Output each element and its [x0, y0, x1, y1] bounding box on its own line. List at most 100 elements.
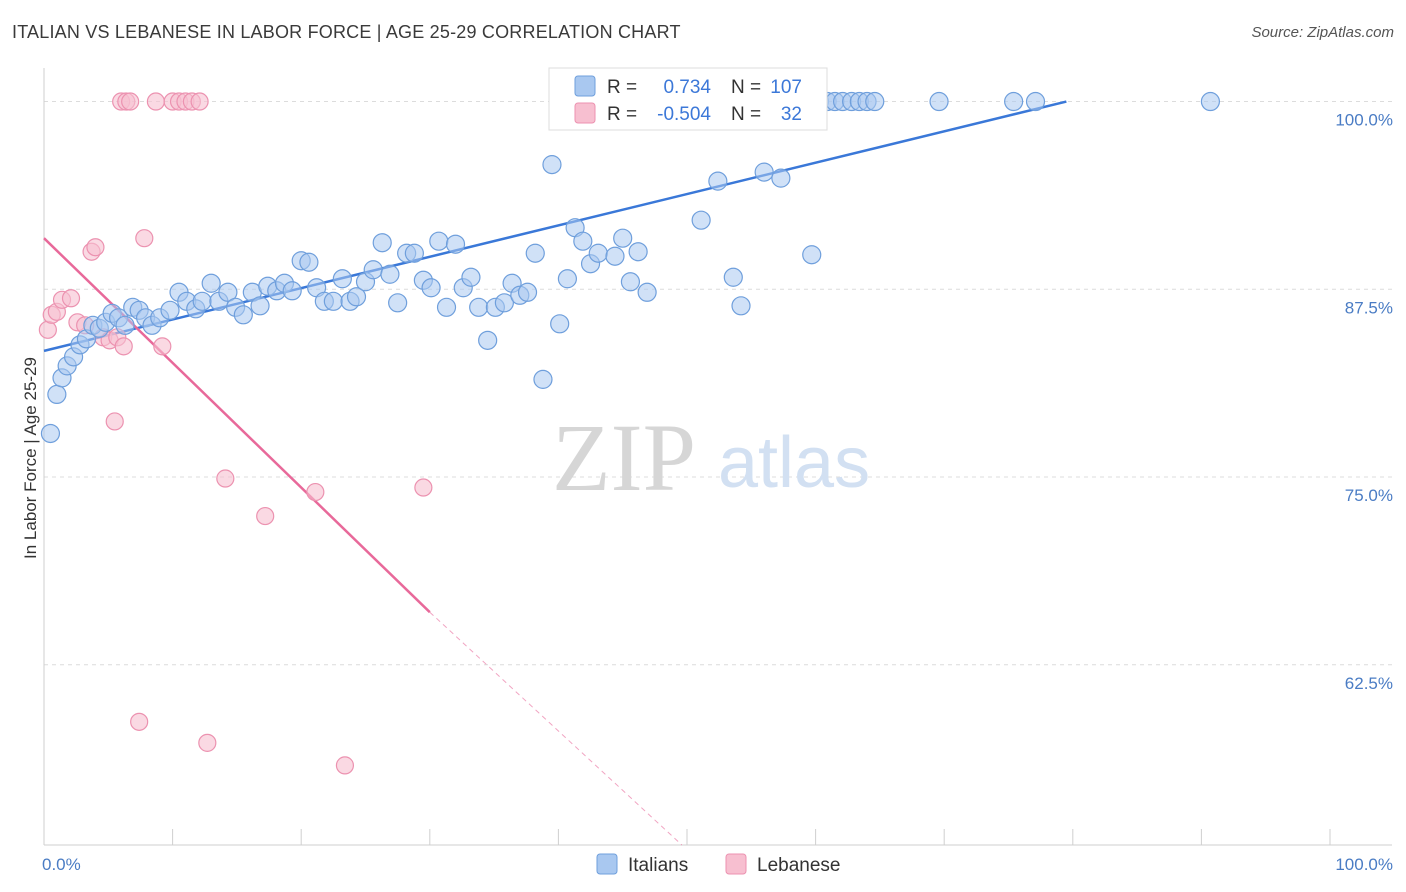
- italians-point: [533, 369, 553, 389]
- italians-point: [754, 162, 774, 182]
- italians-point: [40, 423, 61, 444]
- italians-point: [429, 231, 449, 251]
- legend-italians-label: Italians: [628, 855, 688, 876]
- italians-point: [323, 291, 343, 311]
- lebanese-point: [153, 337, 172, 356]
- italians-point: [605, 246, 625, 266]
- watermark-atlas: atlas: [718, 423, 870, 503]
- italians-point: [1004, 91, 1024, 112]
- italians-point: [620, 272, 641, 292]
- italians-point: [332, 269, 352, 289]
- italians-point: [865, 91, 885, 112]
- lebanese-swatch: [574, 102, 596, 124]
- lebanese-point: [256, 506, 275, 526]
- lebanese-r-label: R =: [607, 104, 637, 125]
- lebanese-point: [121, 92, 140, 111]
- italians-point: [363, 260, 383, 280]
- italians-point: [299, 252, 319, 272]
- italians-n-label: N =: [731, 77, 761, 98]
- italians-point: [421, 278, 441, 298]
- italians-n-value: 107: [770, 77, 802, 98]
- italians-point: [613, 228, 633, 248]
- italians-point: [929, 91, 949, 112]
- lebanese-point: [86, 238, 105, 257]
- italians-point: [218, 282, 238, 302]
- italians-point: [557, 269, 578, 289]
- italians-point: [723, 267, 743, 287]
- lebanese-point: [414, 478, 433, 497]
- y-tick-label: 100.0%: [1335, 111, 1393, 130]
- axes: [43, 68, 1392, 846]
- lebanese-point: [190, 92, 209, 111]
- x-tick-label: 0.0%: [42, 855, 81, 874]
- lebanese-point: [216, 469, 235, 488]
- italians-point: [461, 267, 481, 287]
- y-axis-label: In Labor Force | Age 25-29: [21, 357, 40, 559]
- italians-points: [40, 91, 1221, 444]
- italians-point: [478, 330, 498, 350]
- lebanese-point: [105, 412, 124, 431]
- italians-point: [282, 281, 302, 301]
- lebanese-point: [135, 229, 154, 248]
- y-tick-label: 75.0%: [1345, 486, 1393, 505]
- y-tick-label: 87.5%: [1345, 298, 1393, 317]
- italians-point: [201, 273, 221, 293]
- italians-point: [192, 291, 212, 311]
- italians-point: [771, 168, 791, 188]
- italians-point: [233, 305, 253, 325]
- italians-point: [445, 234, 466, 254]
- lebanese-r-value: -0.504: [657, 104, 711, 125]
- italians-point: [47, 384, 67, 405]
- legend-lebanese-label: Lebanese: [757, 855, 840, 876]
- lebanese-point: [38, 320, 57, 339]
- italians-point: [588, 243, 608, 263]
- italians-r-value: 0.734: [663, 77, 711, 98]
- lebanese-point: [335, 756, 355, 775]
- italians-point: [1025, 91, 1046, 112]
- x-tick-label: 100.0%: [1335, 855, 1393, 874]
- series-legend: Italians Lebanese: [596, 853, 840, 876]
- italians-point: [388, 293, 408, 313]
- lebanese-point: [114, 337, 133, 356]
- italians-point: [160, 300, 180, 320]
- italians-point: [380, 264, 400, 284]
- italians-point: [250, 296, 270, 316]
- italians-swatch: [574, 75, 596, 97]
- italians-point: [1200, 91, 1221, 112]
- italians-point: [542, 155, 562, 175]
- italians-r-label: R =: [607, 77, 637, 98]
- italians-point: [115, 315, 135, 335]
- watermark-zip: ZIP: [552, 404, 696, 511]
- lebanese-point: [146, 92, 165, 111]
- legend-italians-swatch: [596, 853, 618, 875]
- italians-point: [404, 243, 424, 263]
- lebanese-n-label: N =: [731, 104, 761, 125]
- italians-point: [802, 245, 822, 265]
- y-tick-labels: 62.5% 75.0% 87.5% 100.0%: [1335, 111, 1393, 693]
- italians-point: [573, 231, 593, 251]
- italians-point: [346, 287, 367, 307]
- italians-point: [525, 243, 545, 263]
- italians-point: [731, 296, 751, 316]
- lebanese-point: [198, 733, 217, 752]
- italians-point: [469, 297, 489, 317]
- italians-point: [436, 297, 457, 317]
- lebanese-points: [38, 92, 433, 775]
- legend-lebanese-swatch: [725, 853, 747, 875]
- watermark: ZIP atlas: [552, 404, 870, 511]
- italians-point: [517, 282, 538, 302]
- italians-point: [691, 210, 711, 230]
- y-tick-label: 62.5%: [1345, 674, 1393, 693]
- italians-point: [628, 242, 648, 262]
- italians-point: [708, 171, 728, 191]
- lebanese-point: [61, 289, 81, 308]
- italians-point: [494, 293, 514, 313]
- stats-legend: R = 0.734 N = 107 R = -0.504 N = 32: [548, 67, 828, 131]
- source-label: Source: ZipAtlas.com: [1251, 24, 1394, 41]
- italians-point: [637, 282, 657, 302]
- lebanese-trend-line: [43, 237, 431, 614]
- italians-point: [372, 233, 392, 253]
- x-tick-labels: 0.0% 100.0%: [42, 855, 1393, 874]
- lebanese-point: [130, 712, 149, 731]
- lebanese-n-value: 32: [781, 104, 802, 125]
